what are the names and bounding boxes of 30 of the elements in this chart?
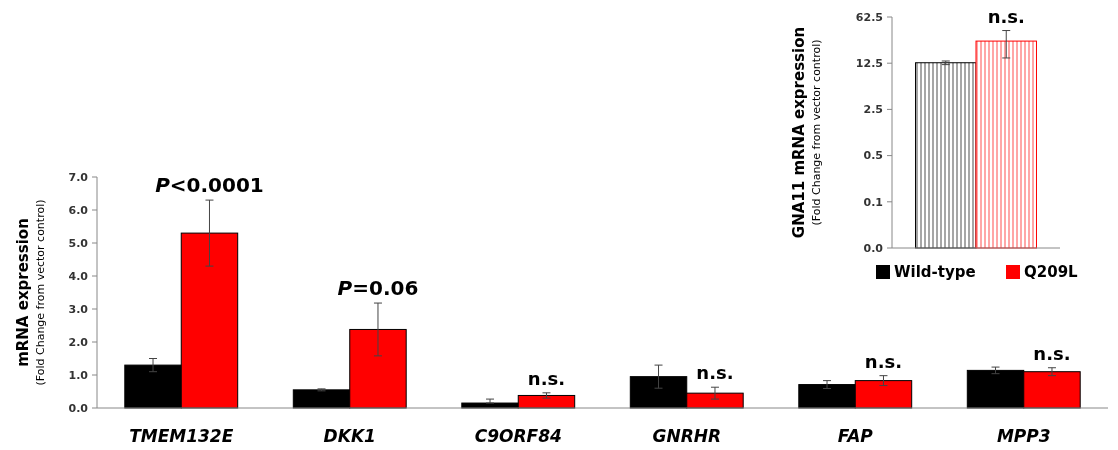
series-label: Wild-type: [894, 263, 976, 282]
y-tick-label: 6.0: [68, 203, 89, 217]
y-tick-label: 0.5: [863, 149, 883, 163]
annotation: n.s.: [864, 350, 903, 372]
y-tick-label: 62.5: [855, 10, 883, 24]
y-tick-label: 7.0: [68, 170, 89, 184]
y-tick-label: 3.0: [68, 302, 89, 316]
series-label: Q209L: [1024, 263, 1079, 282]
x-tick-label: DKK1: [323, 426, 376, 446]
annotation: n.s.: [696, 362, 734, 384]
y-tick-label: 12.5: [855, 57, 883, 71]
y-tick-label: 0.0: [863, 241, 884, 255]
annotation: n.s.: [1033, 342, 1071, 364]
x-tick-label: MPP3: [996, 426, 1051, 446]
y-tick-label: 2.5: [863, 103, 883, 117]
y-tick-label: 0.1: [863, 195, 883, 209]
annotation: n.s.: [987, 5, 1025, 27]
x-tick-label: FAP: [837, 426, 874, 446]
y-axis-title: mRNA expression$_{(Fold Change from vector control)}$: [14, 199, 47, 386]
y-tick-label: 5.0: [68, 236, 89, 250]
x-tick-label: TMEM132E: [129, 426, 234, 446]
annotation: P<0.0001: [155, 173, 264, 198]
y-tick-label: 0.0: [68, 401, 89, 415]
annotation: P=0.06: [337, 276, 419, 301]
x-tick-label: GNRHR: [652, 426, 722, 446]
y-tick-label: 1.0: [68, 368, 89, 382]
y-tick-label: 4.0: [68, 269, 89, 283]
x-tick-label: C9ORF84: [474, 426, 562, 446]
annotation: n.s.: [527, 367, 566, 389]
y-tick-label: 2.0: [68, 335, 89, 349]
